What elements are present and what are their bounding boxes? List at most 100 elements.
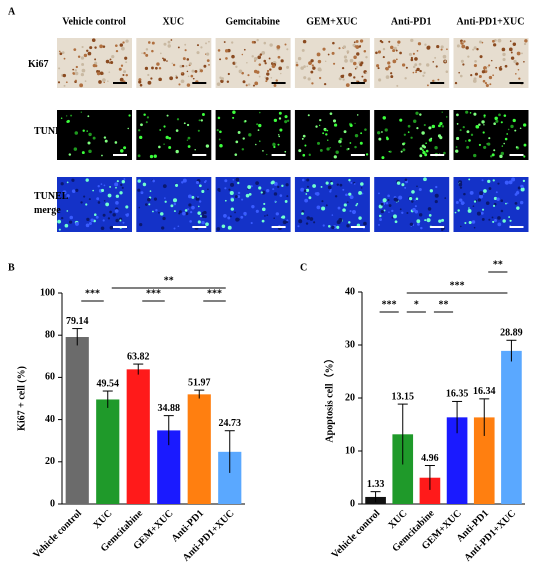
cell-dot <box>60 117 63 120</box>
cell-dot <box>266 188 270 193</box>
cell-dot <box>277 185 280 189</box>
cell-dot <box>169 76 174 81</box>
cell-dot <box>458 182 463 187</box>
cell-dot <box>245 193 250 198</box>
cell-dot <box>508 47 513 52</box>
cell-dot <box>146 116 150 119</box>
cell-dot <box>317 59 322 64</box>
cell-dot <box>455 146 458 148</box>
cell-dot <box>144 66 149 70</box>
cell-dot <box>306 65 309 68</box>
cell-dot <box>461 44 466 49</box>
cell-dot <box>513 59 517 64</box>
cell-dot <box>478 143 482 147</box>
micrograph <box>215 110 291 160</box>
y-tick-label: 20 <box>345 392 355 403</box>
cell-dot <box>339 183 343 187</box>
value-label: 24.73 <box>219 418 242 429</box>
cell-dot <box>478 194 484 199</box>
cell-dot <box>99 71 104 76</box>
cell-dot <box>317 141 321 145</box>
micrograph <box>57 177 132 232</box>
cell-dot <box>495 191 498 194</box>
column-label: XUC <box>162 16 184 27</box>
cell-dot <box>272 142 276 147</box>
cell-dot <box>257 129 260 131</box>
cell-dot <box>400 150 403 153</box>
cell-dot <box>404 77 407 80</box>
cell-dot <box>247 185 252 189</box>
cell-dot <box>306 185 309 188</box>
cell-dot <box>144 203 148 206</box>
cell-dot <box>352 43 356 47</box>
y-axis-label: Apoptosis cell（%） <box>322 353 335 442</box>
cell-dot <box>206 59 210 62</box>
cell-dot <box>481 179 484 182</box>
cell-dot <box>163 58 167 62</box>
cell-dot <box>87 51 92 56</box>
cell-dot <box>462 63 465 66</box>
cell-dot <box>378 223 380 226</box>
cell-dot <box>499 154 503 159</box>
cell-dot <box>410 56 414 60</box>
cell-dot <box>177 46 180 49</box>
cell-dot <box>140 123 143 127</box>
cell-dot <box>282 220 287 225</box>
cell-dot <box>145 53 149 57</box>
cell-dot <box>234 153 238 156</box>
cell-dot <box>141 52 143 54</box>
cell-dot <box>187 208 190 211</box>
cell-dot <box>173 227 176 230</box>
cell-dot <box>521 52 523 55</box>
cell-dot <box>493 43 497 47</box>
cell-dot <box>231 41 234 44</box>
cell-dot <box>301 137 304 140</box>
cell-dot <box>235 177 240 182</box>
cell-dot <box>330 181 334 185</box>
cell-dot <box>388 150 390 153</box>
cell-dot <box>516 206 520 210</box>
cell-dot <box>275 79 278 82</box>
y-tick-label: 0 <box>50 498 55 509</box>
cell-dot <box>86 49 89 53</box>
cell-dot <box>335 150 339 154</box>
cell-dot <box>405 66 408 69</box>
cell-dot <box>109 210 112 214</box>
cell-dot <box>58 228 61 231</box>
cell-dot <box>280 216 283 219</box>
cell-dot <box>216 129 219 132</box>
cell-dot <box>138 206 141 209</box>
cell-dot <box>430 137 433 140</box>
cell-dot <box>122 41 125 44</box>
cell-dot <box>176 118 180 121</box>
cell-dot <box>409 222 414 226</box>
cell-dot <box>63 57 66 60</box>
cell-dot <box>240 215 244 219</box>
cell-dot <box>518 77 521 80</box>
cell-dot <box>143 113 146 116</box>
cell-dot <box>385 75 390 79</box>
cell-dot <box>295 63 299 67</box>
cell-dot <box>232 110 236 114</box>
cell-dot <box>71 178 75 182</box>
cell-dot <box>167 40 171 44</box>
cell-dot <box>331 51 335 55</box>
cell-dot <box>125 73 128 77</box>
cell-dot <box>483 114 486 117</box>
cell-dot <box>301 210 305 214</box>
cell-dot <box>89 46 93 50</box>
cell-dot <box>258 63 262 66</box>
cell-dot <box>390 75 394 79</box>
cell-dot <box>424 153 428 157</box>
cell-dot <box>152 179 155 183</box>
cell-dot <box>184 49 187 52</box>
cell-dot <box>220 79 224 84</box>
cell-dot <box>523 155 526 158</box>
cell-dot <box>264 76 266 78</box>
cell-dot <box>195 180 200 185</box>
cell-dot <box>392 59 397 64</box>
cell-dot <box>481 208 485 211</box>
cell-dot <box>390 45 394 50</box>
cell-dot <box>115 49 119 53</box>
cell-dot <box>504 180 509 185</box>
